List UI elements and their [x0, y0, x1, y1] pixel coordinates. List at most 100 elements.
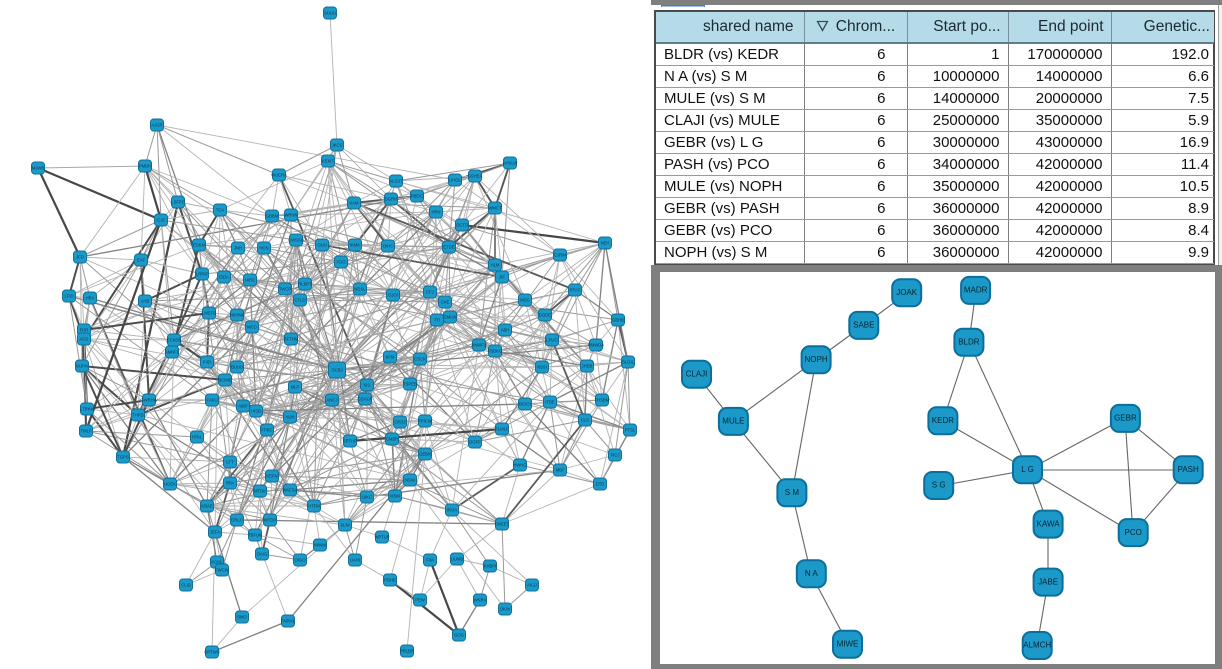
svg-text:THFD: THFD	[132, 412, 143, 417]
svg-text:OJOI: OJOI	[388, 292, 398, 297]
svg-text:JNH: JNH	[234, 245, 242, 250]
svg-text:JEFA: JEFA	[210, 529, 220, 534]
svg-text:CTLD: CTLD	[295, 297, 306, 302]
svg-text:MJWB: MJWB	[32, 165, 45, 170]
svg-text:BLDR: BLDR	[958, 338, 980, 347]
svg-text:PMDH: PMDH	[139, 163, 151, 168]
svg-text:EAF: EAF	[137, 257, 146, 262]
svg-text:LTRKM: LTRKM	[80, 406, 94, 411]
svg-text:AJGR: AJGR	[151, 122, 162, 127]
svg-text:TBFUK: TBFUK	[248, 532, 262, 537]
svg-text:CFJ: CFJ	[426, 289, 434, 294]
svg-text:GEBN: GEBN	[419, 451, 431, 456]
svg-text:KAM: KAM	[349, 200, 359, 205]
svg-text:CMBR: CMBR	[386, 436, 398, 441]
svg-text:WNRA: WNRA	[474, 597, 487, 602]
svg-text:HKHNK: HKHNK	[230, 312, 245, 317]
svg-text:HUH: HUH	[285, 414, 294, 419]
svg-text:BFTNM: BFTNM	[284, 336, 299, 341]
svg-text:N A: N A	[805, 569, 819, 578]
svg-text:KAWA: KAWA	[1037, 519, 1061, 528]
svg-text:FLMLF: FLMLF	[495, 426, 509, 431]
svg-text:TTI: TTI	[434, 317, 440, 322]
svg-text:FOO: FOO	[336, 259, 346, 264]
svg-text:HTFM: HTFM	[308, 503, 320, 508]
svg-text:OAIG: OAIG	[257, 551, 267, 556]
svg-text:TCA: TCA	[216, 207, 225, 212]
svg-text:CLID: CLID	[181, 582, 191, 587]
svg-text:FAKU: FAKU	[207, 397, 218, 402]
svg-text:PBEIC: PBEIC	[411, 193, 424, 198]
svg-text:MULE: MULE	[722, 417, 744, 426]
svg-text:HISB: HISB	[251, 408, 261, 413]
svg-text:JHDB: JHDB	[582, 363, 593, 368]
svg-text:BLGIL: BLGIL	[622, 359, 635, 364]
svg-text:PRLBR: PRLBR	[400, 648, 414, 653]
svg-text:HRA: HRA	[86, 295, 95, 300]
svg-text:DRLC: DRLC	[231, 517, 242, 522]
svg-text:SABE: SABE	[853, 321, 874, 330]
svg-text:WPTUP: WPTUP	[374, 534, 389, 539]
svg-text:L G: L G	[1021, 465, 1034, 474]
svg-text:OCBJ: OCBJ	[331, 367, 342, 372]
svg-text:THSBM: THSBM	[595, 397, 610, 402]
svg-text:LPUO: LPUO	[546, 337, 558, 342]
svg-text:MCO: MCO	[247, 324, 258, 329]
svg-text:CWSSU: CWSSU	[288, 237, 304, 242]
svg-text:OCTD: OCTD	[456, 222, 468, 227]
svg-text:ANCJ: ANCJ	[327, 397, 338, 402]
svg-text:HLM: HLM	[491, 262, 500, 267]
svg-text:KCHL: KCHL	[211, 559, 223, 564]
svg-text:DGRH: DGRH	[385, 196, 397, 201]
svg-text:NOPH: NOPH	[805, 355, 828, 364]
svg-text:UGEK: UGEK	[164, 481, 176, 486]
svg-text:SLNI: SLNI	[340, 522, 349, 527]
svg-text:HWHG: HWHG	[513, 462, 526, 467]
svg-text:TGPS: TGPS	[117, 454, 129, 459]
svg-text:FNPML: FNPML	[281, 618, 296, 623]
svg-text:EIDA: EIDA	[219, 274, 229, 279]
svg-text:KEDR: KEDR	[932, 416, 954, 425]
svg-text:GSHEA: GSHEA	[468, 173, 483, 178]
svg-text:DPTWH: DPTWH	[204, 649, 219, 654]
svg-text:CLAJI: CLAJI	[686, 370, 708, 379]
svg-text:PTSL: PTSL	[625, 427, 636, 432]
svg-text:PPICW: PPICW	[418, 418, 432, 423]
svg-text:PASH: PASH	[1178, 465, 1199, 474]
svg-text:KBAE: KBAE	[201, 503, 212, 508]
svg-text:SPTHP: SPTHP	[343, 438, 357, 443]
svg-text:UHOL: UHOL	[449, 177, 461, 182]
svg-text:NSSI: NSSI	[537, 364, 547, 369]
svg-text:DTD: DTD	[596, 481, 605, 486]
svg-text:LFID: LFID	[64, 293, 73, 298]
svg-text:MLP: MLP	[291, 384, 300, 389]
svg-text:FWCW: FWCW	[215, 567, 229, 572]
svg-text:GKE: GKE	[441, 299, 450, 304]
svg-text:JABE: JABE	[1038, 577, 1058, 586]
svg-text:PCO: PCO	[1125, 528, 1142, 537]
svg-text:OIGO: OIGO	[295, 557, 307, 562]
svg-text:ITBE: ITBE	[545, 399, 555, 404]
svg-text:IROA: IROA	[447, 507, 457, 512]
svg-text:ABH: ABH	[501, 327, 510, 332]
svg-text:PEW: PEW	[415, 597, 425, 602]
svg-text:GDAGF: GDAGF	[358, 396, 373, 401]
svg-text:GMLW: GMLW	[444, 314, 457, 319]
svg-text:JIF: JIF	[499, 274, 505, 279]
svg-text:KEFN: KEFN	[266, 473, 277, 478]
svg-text:OIHC: OIHC	[383, 243, 393, 248]
svg-text:LSFPC: LSFPC	[171, 199, 185, 204]
svg-text:CSCK: CSCK	[414, 356, 426, 361]
svg-text:UUMB: UUMB	[451, 556, 464, 561]
svg-text:TSPEB: TSPEB	[403, 381, 417, 386]
svg-text:JOAK: JOAK	[896, 288, 918, 297]
svg-text:KEMT: KEMT	[322, 158, 334, 163]
svg-text:BUUU: BUUU	[231, 364, 243, 369]
svg-text:GOG: GOG	[454, 632, 464, 637]
svg-text:RLBPT: RLBPT	[298, 281, 312, 286]
svg-text:FICJ: FICJ	[611, 452, 620, 457]
svg-text:FIM: FIM	[426, 557, 434, 562]
svg-text:ETDE: ETDE	[443, 244, 454, 249]
svg-text:NEH: NEH	[601, 240, 610, 245]
svg-text:HCN: HCN	[259, 245, 268, 250]
